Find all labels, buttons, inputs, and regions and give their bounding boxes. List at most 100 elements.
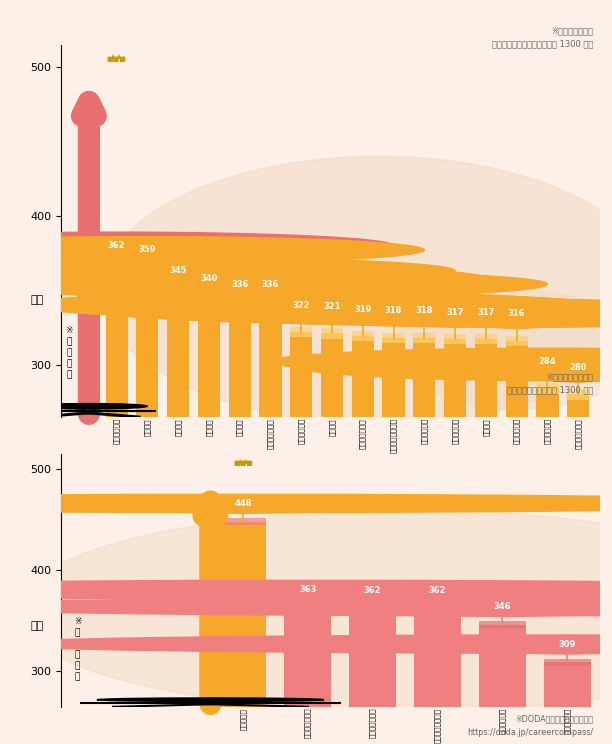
Bar	[220, 522, 266, 707]
Polygon shape	[298, 613, 612, 617]
Text: 340: 340	[200, 274, 218, 283]
Circle shape	[97, 698, 324, 702]
Text: 中京大学: 中京大学	[236, 418, 243, 436]
Circle shape	[86, 296, 612, 323]
Text: 362: 362	[364, 586, 381, 595]
Text: 南山大学: 南山大学	[144, 418, 151, 436]
Bar	[382, 338, 405, 417]
Circle shape	[301, 354, 612, 381]
Bar	[544, 658, 591, 666]
Polygon shape	[297, 321, 490, 326]
Bar	[413, 338, 435, 417]
Text: 318: 318	[385, 307, 402, 315]
Circle shape	[0, 494, 612, 513]
Text: 最高額は名古屋大学の 1300 万円: 最高額は名古屋大学の 1300 万円	[507, 385, 594, 394]
Text: 名古屋大学: 名古屋大学	[239, 708, 246, 730]
Circle shape	[55, 293, 609, 320]
Text: 309: 309	[559, 640, 576, 649]
Text: ※国公立大学の場合: ※国公立大学の場合	[547, 372, 594, 381]
Bar	[167, 292, 189, 303]
Text: 金城学院大学: 金城学院大学	[544, 418, 551, 444]
Bar	[567, 389, 589, 400]
Circle shape	[0, 597, 612, 616]
Text: 317: 317	[477, 308, 494, 317]
Polygon shape	[235, 316, 429, 321]
Text: 345: 345	[170, 266, 187, 275]
Polygon shape	[39, 510, 447, 513]
Bar	[105, 267, 128, 278]
Bar	[290, 332, 312, 417]
Circle shape	[271, 348, 612, 375]
Bar	[349, 609, 396, 707]
Bar	[321, 328, 343, 339]
Bar	[536, 383, 559, 394]
Polygon shape	[143, 294, 337, 299]
Polygon shape	[233, 597, 612, 600]
Bar	[444, 339, 466, 417]
Circle shape	[178, 299, 612, 326]
Text: https://doda.jp/careercompass/: https://doda.jp/careercompass/	[468, 728, 594, 737]
Text: 名城大学: 名城大学	[175, 418, 181, 436]
Circle shape	[0, 581, 612, 600]
Polygon shape	[20, 255, 214, 260]
Text: ※
国
公
立
大
学: ※ 国 公 立 大 学	[73, 617, 81, 682]
Text: 336: 336	[231, 280, 248, 289]
Bar	[506, 336, 528, 346]
Bar	[349, 605, 396, 612]
Bar	[506, 341, 528, 417]
Bar	[414, 605, 461, 612]
Bar	[382, 333, 405, 343]
Circle shape	[24, 292, 578, 318]
Bar	[259, 311, 282, 417]
Text: 448: 448	[234, 499, 252, 508]
Polygon shape	[420, 324, 612, 329]
Circle shape	[40, 403, 147, 408]
Text: 中部大学: 中部大学	[329, 418, 335, 436]
Bar	[229, 306, 251, 316]
Text: 最高額は名古屋外国語大学の 1300 万円: 最高額は名古屋外国語大学の 1300 万円	[492, 39, 594, 48]
Circle shape	[117, 298, 612, 324]
Text: 362: 362	[108, 241, 125, 250]
Bar	[321, 333, 343, 417]
Text: ※DODAキャリアコンパス参照: ※DODAキャリアコンパス参照	[515, 714, 594, 723]
Bar	[290, 327, 312, 337]
Text: 名古屋学院大学: 名古屋学院大学	[267, 418, 274, 449]
Circle shape	[147, 298, 612, 324]
Circle shape	[0, 271, 517, 298]
Text: ■■■: ■■■	[106, 57, 127, 62]
Polygon shape	[174, 294, 367, 299]
Bar	[198, 300, 220, 310]
Text: 名古屋経済大学: 名古屋経済大学	[575, 418, 581, 449]
Y-axis label: 万円: 万円	[31, 621, 43, 631]
Bar	[544, 662, 591, 707]
Bar	[105, 272, 128, 417]
Polygon shape	[363, 650, 612, 654]
Bar	[444, 334, 466, 344]
Circle shape	[0, 237, 424, 263]
Text: ※
私
立
大
学: ※ 私 立 大 学	[65, 326, 73, 379]
Text: 280: 280	[570, 363, 587, 372]
Circle shape	[0, 265, 486, 292]
Text: ▲ ▲: ▲ ▲	[237, 459, 248, 464]
Polygon shape	[327, 321, 521, 326]
Text: 日本福祉大学: 日本福祉大学	[452, 418, 458, 444]
Text: 名古屋商科大学: 名古屋商科大学	[359, 418, 366, 449]
Bar	[285, 608, 331, 707]
Bar	[352, 336, 374, 417]
Circle shape	[0, 581, 612, 600]
Ellipse shape	[101, 156, 612, 424]
Text: 愛知大学: 愛知大学	[206, 418, 212, 436]
Text: 362: 362	[429, 586, 446, 595]
Bar	[413, 333, 435, 343]
Polygon shape	[168, 597, 577, 600]
Text: 大同大学: 大同大学	[483, 418, 489, 436]
Bar	[229, 311, 251, 417]
Text: 豊橋技術科学大学: 豊橋技術科学大学	[435, 708, 441, 743]
Text: 東海学園大学: 東海学園大学	[513, 418, 520, 444]
Text: 284: 284	[539, 357, 556, 366]
Bar	[414, 609, 461, 707]
Text: 321: 321	[323, 302, 341, 311]
Bar	[475, 339, 497, 417]
Text: 名古屋市立大学: 名古屋市立大学	[304, 708, 311, 739]
Bar	[285, 604, 331, 611]
